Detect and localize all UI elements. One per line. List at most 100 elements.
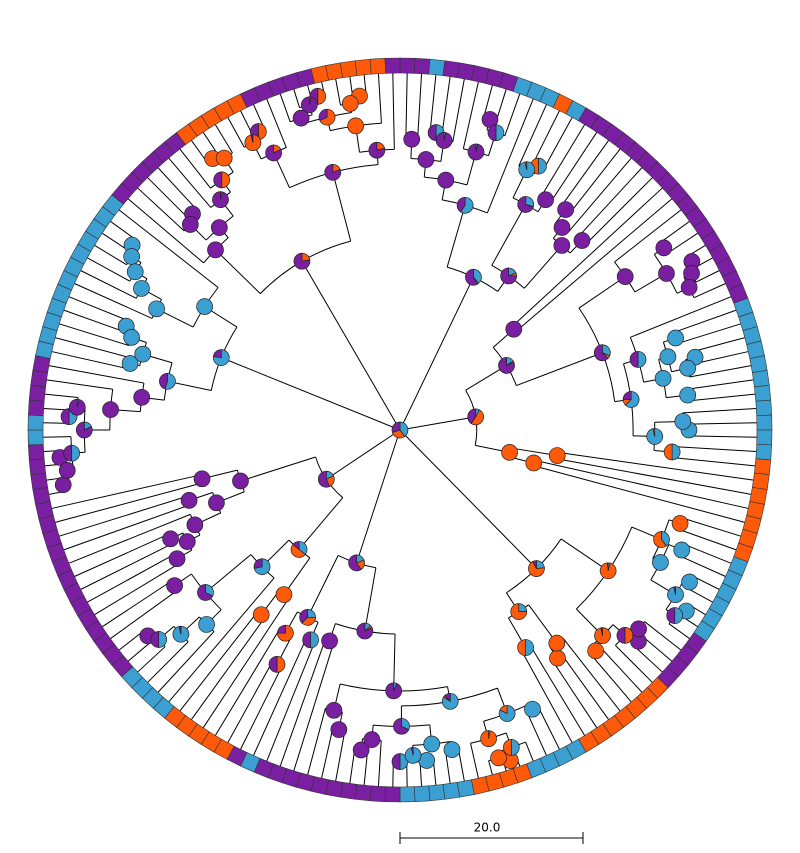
branch <box>556 458 752 495</box>
tip-state <box>28 458 46 476</box>
branch <box>532 110 560 164</box>
node-pie-slice <box>356 622 374 640</box>
node-pie-slice <box>607 562 609 571</box>
branch <box>44 393 79 398</box>
branch <box>677 323 741 345</box>
node-pie <box>133 280 150 297</box>
node-pie-slice <box>517 639 526 656</box>
node-pie-slice <box>663 443 673 461</box>
branch <box>693 283 726 299</box>
branch <box>457 748 465 782</box>
node-pie <box>659 348 677 366</box>
branch <box>80 543 174 590</box>
node-pie-slice <box>159 372 168 390</box>
node-pie-slice <box>629 351 639 368</box>
branch <box>335 78 341 106</box>
branch <box>55 337 132 359</box>
branch <box>557 451 754 481</box>
node-pie-slice <box>622 391 632 400</box>
tip-state <box>339 782 358 800</box>
node-pie-slice <box>212 349 222 359</box>
branch <box>307 555 339 618</box>
branch <box>540 124 586 198</box>
node-pie-slice <box>318 108 328 122</box>
tip-ring <box>27 57 773 803</box>
node-pie-slice <box>150 631 160 648</box>
branch <box>168 157 212 208</box>
node-pie-slice <box>616 627 626 644</box>
node-pie <box>501 444 518 461</box>
node-pie <box>252 606 270 624</box>
branch <box>515 198 673 332</box>
branch <box>392 73 395 150</box>
branch <box>549 131 598 204</box>
node-pie-slice <box>348 554 362 572</box>
node-pie-slice <box>317 470 331 488</box>
tip-state <box>749 355 768 374</box>
node-pie <box>557 201 574 218</box>
branch <box>266 98 287 148</box>
node-pie-slice <box>532 560 537 569</box>
node-pie <box>121 355 139 372</box>
node-pie <box>168 550 186 568</box>
branch <box>441 76 451 134</box>
branch <box>363 750 369 786</box>
branch <box>562 637 621 712</box>
branch <box>677 528 737 551</box>
tip-state <box>369 57 386 75</box>
node-pie-slice <box>410 746 414 756</box>
node-pie-slice <box>465 268 478 286</box>
branch <box>179 611 258 712</box>
node-pie <box>658 265 675 282</box>
branch <box>552 660 598 729</box>
branch <box>63 309 125 333</box>
node-pie <box>126 263 144 281</box>
branch <box>55 482 204 523</box>
node-pie-slice <box>435 132 453 149</box>
branch <box>118 630 145 651</box>
branch <box>520 649 573 743</box>
tip-state <box>27 414 44 431</box>
branch <box>532 465 745 523</box>
branch <box>615 645 653 683</box>
node-pie-slice <box>637 351 647 368</box>
node-pie <box>54 476 72 494</box>
node-pie <box>123 248 141 265</box>
node-pie <box>363 731 381 749</box>
branch <box>673 309 737 333</box>
branch <box>301 260 401 431</box>
tip-state <box>27 444 45 461</box>
branch <box>599 646 643 693</box>
branch <box>696 351 749 364</box>
branch <box>127 198 204 264</box>
branch <box>569 148 621 214</box>
branch <box>399 429 537 569</box>
branch <box>518 104 547 167</box>
branch <box>157 167 198 211</box>
node-pie-slice <box>368 141 386 159</box>
node-pie-slice <box>276 656 286 673</box>
branch <box>335 730 346 782</box>
node-pie-slice <box>391 753 401 770</box>
node-pie-slice <box>324 163 342 181</box>
tip-state <box>754 458 772 476</box>
node-pie <box>133 388 151 406</box>
node-pie-slice <box>265 144 282 162</box>
branch <box>688 393 756 402</box>
branch <box>298 497 344 550</box>
node-pie-slice <box>528 561 545 577</box>
node-pie-slice <box>518 603 528 612</box>
branch <box>561 654 610 720</box>
node-pie-slice <box>307 609 316 618</box>
branch <box>483 85 493 118</box>
scale-bar-label: 20.0 <box>474 821 501 835</box>
node-pie <box>180 492 198 509</box>
node-pie-slice <box>624 627 634 644</box>
branch <box>221 357 401 431</box>
node-pie <box>630 620 647 638</box>
branch <box>417 73 423 140</box>
tip-state <box>27 399 45 416</box>
node-pie <box>423 735 441 753</box>
node-pie-slice <box>661 531 670 547</box>
